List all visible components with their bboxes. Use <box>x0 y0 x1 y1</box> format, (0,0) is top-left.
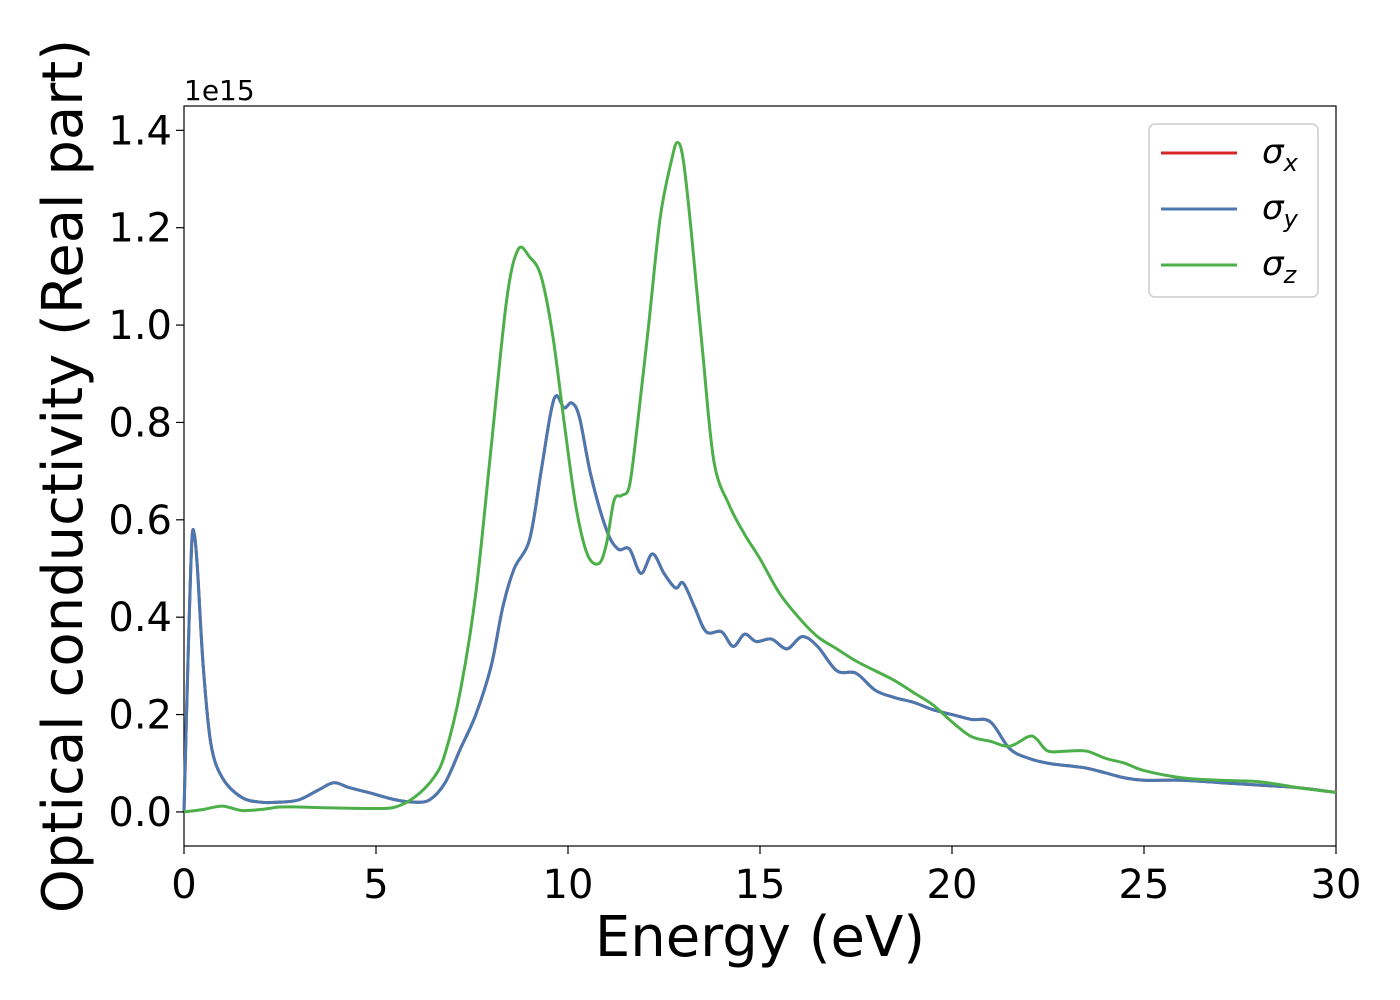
series-line-sigma_z <box>183 141 1337 814</box>
y-tick-label: 1.4 <box>108 108 172 154</box>
y-tick-label: 1.0 <box>108 303 172 349</box>
y-axis-ticks: 0.0 0.2 0.4 0.6 0.8 1.0 1.2 1.4 <box>108 108 184 836</box>
x-axis-title: Energy (eV) <box>595 905 925 970</box>
y-axis-offset-label: 1e15 <box>184 74 255 107</box>
legend-label-sigma_y: σy <box>1262 188 1299 233</box>
x-tick-label: 10 <box>543 862 594 908</box>
x-axis-ticks: 0 5 10 15 20 25 30 <box>171 846 1361 908</box>
legend: σx σy σz <box>1148 123 1319 298</box>
x-tick-label: 15 <box>735 862 786 908</box>
x-tick-label: 20 <box>927 862 978 908</box>
y-tick-label: 0.0 <box>108 790 172 836</box>
x-tick-label: 30 <box>1311 862 1362 908</box>
y-tick-label: 1.2 <box>108 206 172 252</box>
x-tick-label: 5 <box>363 862 388 908</box>
legend-label-sigma_x: σx <box>1262 132 1299 177</box>
y-axis-title: Optical conductivity (Real part) <box>31 39 96 913</box>
x-tick-label: 25 <box>1119 862 1170 908</box>
series-layer <box>182 141 1337 814</box>
y-tick-label: 0.2 <box>108 693 172 739</box>
y-tick-label: 0.6 <box>108 498 172 544</box>
legend-label-sigma_z: σz <box>1262 244 1298 289</box>
y-tick-label: 0.8 <box>108 400 172 446</box>
x-tick-label: 0 <box>171 862 196 908</box>
y-tick-label: 0.4 <box>108 595 172 641</box>
